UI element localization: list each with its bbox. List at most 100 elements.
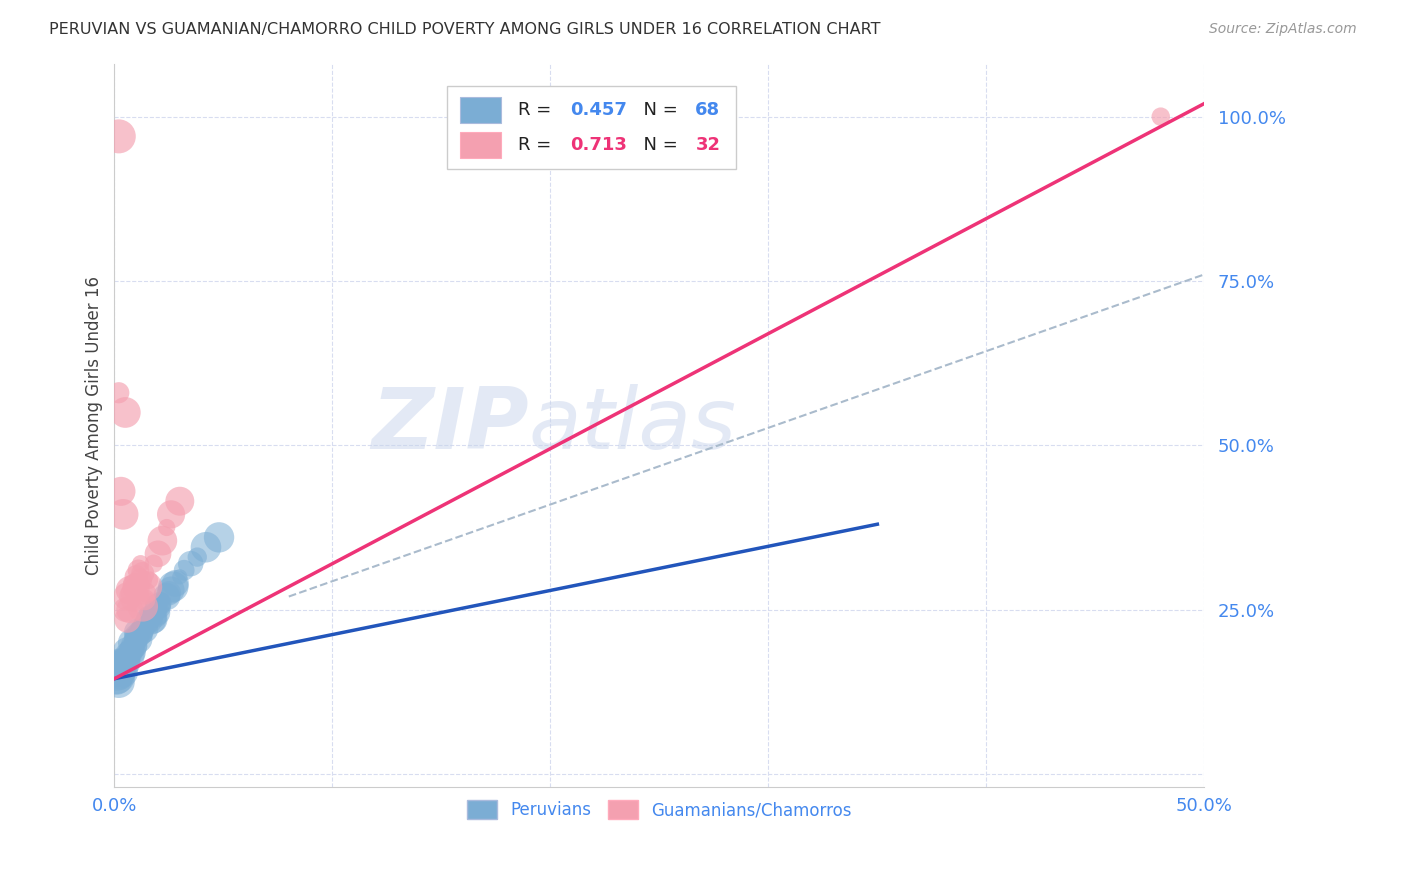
Text: 32: 32 (696, 136, 720, 154)
Text: PERUVIAN VS GUAMANIAN/CHAMORRO CHILD POVERTY AMONG GIRLS UNDER 16 CORRELATION CH: PERUVIAN VS GUAMANIAN/CHAMORRO CHILD POV… (49, 22, 880, 37)
Point (145, 609, 167, 624)
Point (125, 570, 148, 584)
Point (114, 602, 136, 616)
Point (142, 613, 165, 627)
Point (136, 580, 159, 594)
Point (136, 613, 159, 627)
Text: 0.713: 0.713 (569, 136, 627, 154)
Point (114, 652, 136, 666)
Point (112, 655, 135, 669)
Point (122, 580, 145, 594)
Point (118, 602, 141, 616)
Text: N =: N = (633, 101, 683, 119)
Point (107, 662, 129, 676)
Point (173, 563, 195, 577)
Point (138, 573, 160, 587)
Point (118, 645, 141, 659)
Y-axis label: Child Poverty Among Girls Under 16: Child Poverty Among Girls Under 16 (86, 277, 103, 575)
Point (110, 662, 132, 676)
Text: ZIP: ZIP (371, 384, 529, 467)
Point (1150, 110, 1173, 124)
Point (125, 639, 148, 653)
Point (112, 508, 135, 522)
Point (129, 557, 152, 571)
Point (142, 557, 165, 571)
Point (121, 635, 143, 649)
Point (146, 599, 169, 614)
Legend: Peruvians, Guamanians/Chamorros: Peruvians, Guamanians/Chamorros (460, 793, 859, 826)
Point (110, 665, 132, 680)
Point (122, 645, 145, 659)
Point (169, 570, 191, 584)
Point (134, 592, 156, 607)
Point (121, 576, 143, 591)
Text: 0.457: 0.457 (569, 101, 627, 119)
Point (127, 629, 149, 643)
Point (150, 533, 173, 548)
Point (107, 129, 129, 144)
Point (107, 385, 129, 400)
Point (127, 632, 149, 647)
Point (105, 672, 128, 686)
Point (160, 582, 183, 597)
Point (107, 658, 129, 673)
Point (157, 586, 180, 600)
Point (117, 613, 139, 627)
Text: N =: N = (633, 136, 683, 154)
Point (156, 590, 179, 604)
Point (186, 550, 208, 565)
Point (114, 405, 136, 419)
Point (112, 658, 135, 673)
FancyBboxPatch shape (460, 96, 502, 122)
Point (134, 623, 156, 637)
Point (132, 623, 155, 637)
Point (122, 635, 145, 649)
Point (134, 586, 156, 600)
Point (117, 652, 139, 666)
Point (117, 645, 139, 659)
Point (105, 668, 128, 682)
Point (165, 576, 187, 591)
Point (121, 642, 143, 657)
Point (142, 606, 165, 620)
Point (110, 672, 132, 686)
Point (146, 606, 169, 620)
Text: R =: R = (517, 136, 557, 154)
Point (160, 508, 183, 522)
Point (150, 599, 173, 614)
FancyBboxPatch shape (460, 132, 502, 158)
Point (107, 675, 129, 690)
Point (118, 582, 141, 597)
Point (132, 599, 155, 614)
Point (122, 639, 145, 653)
Point (117, 648, 139, 663)
Point (132, 619, 155, 633)
Point (117, 590, 139, 604)
Point (127, 563, 149, 577)
Point (114, 658, 136, 673)
Point (122, 590, 145, 604)
Point (180, 557, 202, 571)
FancyBboxPatch shape (447, 86, 735, 169)
Point (121, 639, 143, 653)
Point (107, 668, 129, 682)
Point (129, 623, 152, 637)
Point (129, 625, 152, 640)
Point (146, 547, 169, 561)
Point (141, 613, 163, 627)
Point (118, 642, 141, 657)
Point (107, 665, 129, 680)
Point (156, 520, 179, 534)
Point (127, 625, 149, 640)
Point (194, 540, 217, 554)
Point (134, 615, 156, 630)
Point (141, 609, 163, 624)
Text: atlas: atlas (529, 384, 737, 467)
Point (125, 580, 148, 594)
Point (125, 629, 148, 643)
Text: Source: ZipAtlas.com: Source: ZipAtlas.com (1209, 22, 1357, 37)
Point (208, 530, 231, 544)
Point (150, 592, 173, 607)
Point (129, 573, 152, 587)
Text: R =: R = (517, 101, 557, 119)
